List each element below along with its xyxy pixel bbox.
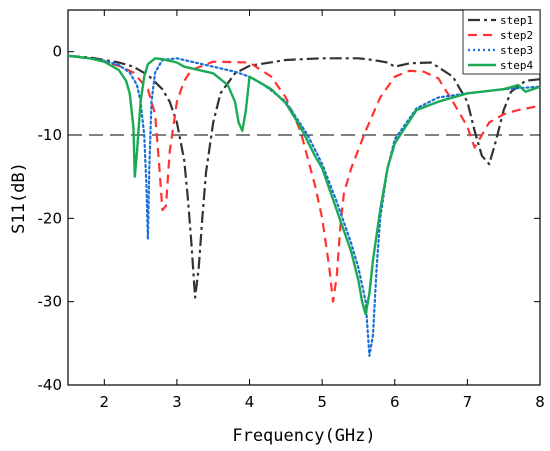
legend-label-step3: step3 xyxy=(500,44,533,57)
x-tick-label: 5 xyxy=(317,393,327,411)
legend-label-step1: step1 xyxy=(500,14,533,27)
y-axis-label: S11(dB) xyxy=(9,162,29,234)
x-axis-ticks: 2 3 4 5 6 7 8 xyxy=(100,10,545,411)
y-tick-label: 0 xyxy=(52,43,62,61)
x-axis-label: Frequency(GHz) xyxy=(232,426,375,446)
x-tick-label: 7 xyxy=(463,393,473,411)
x-tick-label: 2 xyxy=(100,393,110,411)
x-tick-label: 3 xyxy=(172,393,182,411)
series-line-step1 xyxy=(67,54,541,299)
x-tick-label: 4 xyxy=(245,393,255,411)
legend-label-step2: step2 xyxy=(500,29,533,42)
y-tick-label: -40 xyxy=(38,376,63,394)
x-tick-label: 8 xyxy=(535,393,545,411)
y-tick-label: -20 xyxy=(38,209,63,227)
y-tick-label: -10 xyxy=(38,126,63,144)
y-tick-label: -30 xyxy=(38,293,63,311)
series-lines xyxy=(66,54,542,357)
x-tick-label: 6 xyxy=(390,393,400,411)
series-line-step4 xyxy=(67,54,541,316)
legend-label-step4: step4 xyxy=(500,59,533,72)
legend: step1 step2 step3 step4 xyxy=(462,9,541,75)
